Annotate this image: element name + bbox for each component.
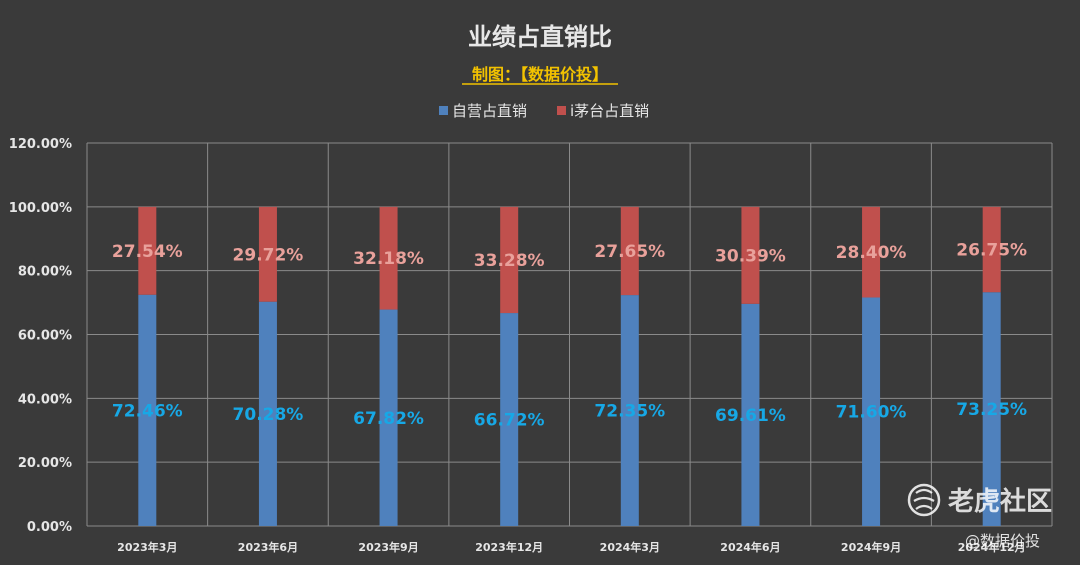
- data-label-imoutai: 28.40%: [836, 243, 907, 263]
- bar-imoutai: [379, 206, 398, 310]
- chart-subtitle: 制图：【数据价投】: [472, 65, 608, 84]
- bar-self-operated: [500, 313, 519, 526]
- data-label-imoutai: 33.28%: [474, 251, 545, 271]
- y-tick-label: 120.00%: [9, 137, 72, 152]
- bar-imoutai: [138, 206, 157, 295]
- bar-imoutai: [862, 206, 881, 298]
- bar-self-operated: [741, 303, 760, 526]
- data-labels: 72.46% 27.54% 70.28% 29.72% 67.82% 32.18% 66.7…: [112, 241, 1027, 431]
- bar-imoutai: [741, 206, 760, 304]
- bar-imoutai: [982, 206, 1001, 293]
- legend-swatch-imoutai: [557, 106, 566, 115]
- x-tick-label: 2024年3月: [600, 540, 660, 554]
- y-tick-label: 100.00%: [9, 201, 72, 216]
- data-label-imoutai: 26.75%: [956, 241, 1027, 261]
- data-label-self-operated: 71.60%: [836, 403, 907, 423]
- legend-label-imoutai: i茅台占直销: [570, 102, 649, 120]
- data-label-self-operated: 67.82%: [353, 409, 424, 429]
- bar-imoutai: [258, 206, 277, 302]
- legend: 自营占直销 i茅台占直销: [439, 102, 649, 120]
- y-tick-label: 80.00%: [18, 265, 72, 280]
- data-label-self-operated: 72.46%: [112, 401, 183, 421]
- legend-label-self-operated: 自营占直销: [452, 102, 527, 120]
- x-tick-label: 2023年12月: [475, 540, 543, 554]
- y-tick-label: 0.00%: [27, 520, 72, 535]
- bar-self-operated: [258, 301, 277, 526]
- bar-imoutai: [620, 206, 639, 296]
- data-label-self-operated: 70.28%: [233, 405, 304, 425]
- x-tick-label: 2023年3月: [117, 540, 177, 554]
- x-tick-label: 2024年6月: [720, 540, 780, 554]
- data-label-imoutai: 27.54%: [112, 242, 183, 262]
- data-label-imoutai: 27.65%: [594, 242, 665, 262]
- x-axis: 2023年3月 2023年6月 2023年9月 2023年12月 2024年3月 2024…: [117, 540, 1025, 554]
- y-axis: 0.00% 20.00% 40.00% 60.00% 80.00% 100.00% 120.…: [9, 137, 72, 535]
- bar-self-operated: [982, 292, 1001, 526]
- data-label-imoutai: 29.72%: [233, 245, 304, 265]
- watermark-handle: @数据价投: [965, 532, 1040, 550]
- x-tick-label: 2023年6月: [238, 540, 298, 554]
- watermark: 老虎社区 @数据价投: [907, 483, 1052, 550]
- bars: [138, 206, 1001, 526]
- data-label-self-operated: 66.72%: [474, 411, 545, 431]
- watermark-brand: 老虎社区: [948, 486, 1052, 517]
- data-label-imoutai: 30.39%: [715, 246, 786, 266]
- x-tick-label: 2023年9月: [358, 540, 418, 554]
- bar-imoutai: [500, 206, 519, 314]
- y-tick-label: 40.00%: [18, 392, 72, 407]
- y-tick-label: 60.00%: [18, 329, 72, 344]
- data-label-self-operated: 72.35%: [594, 402, 665, 422]
- bar-self-operated: [620, 295, 639, 526]
- data-label-self-operated: 69.61%: [715, 406, 786, 426]
- data-label-self-operated: 73.25%: [956, 400, 1027, 420]
- x-tick-label: 2024年9月: [841, 540, 901, 554]
- data-label-imoutai: 32.18%: [353, 249, 424, 269]
- y-tick-label: 20.00%: [18, 456, 72, 471]
- chart-title: 业绩占直销比: [468, 23, 612, 51]
- legend-swatch-self-operated: [439, 106, 448, 115]
- gridlines: [86, 142, 1053, 527]
- bar-self-operated: [862, 297, 881, 526]
- bar-self-operated: [138, 294, 157, 526]
- bar-self-operated: [379, 309, 398, 526]
- x-tick-label: 2024年12月: [958, 540, 1026, 554]
- tiger-community-icon: [907, 483, 941, 517]
